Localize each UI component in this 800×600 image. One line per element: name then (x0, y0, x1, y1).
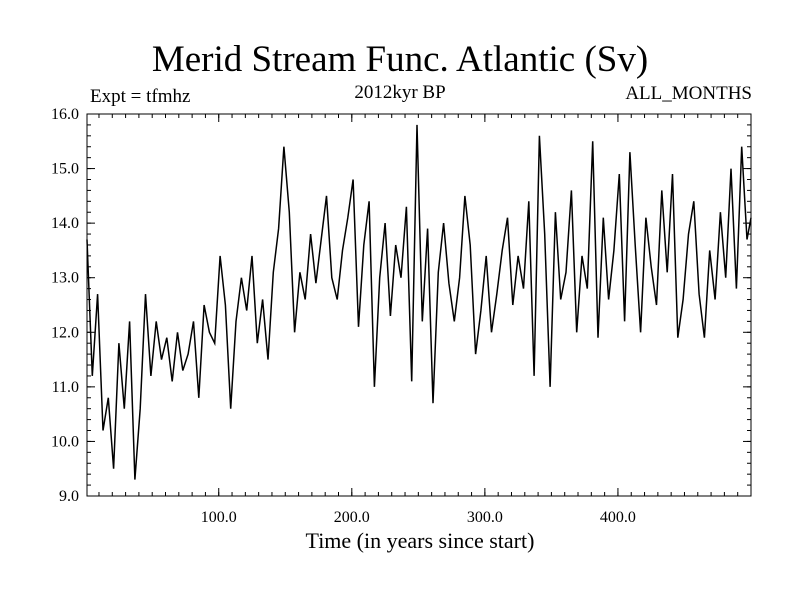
tick-labels: 9.0 10.0 11.0 12.0 13.0 14.0 15.0 16.0 100.0 200.… (51, 106, 636, 526)
x-tick-label: 100.0 (201, 509, 237, 526)
chart-title: Merid Stream Func. Atlantic (Sv) (151, 39, 649, 80)
season-label: ALL_MONTHS (625, 83, 752, 104)
y-tick-label: 15.0 (51, 161, 79, 178)
series-line-amoc (86, 124, 752, 480)
y-tick-label: 16.0 (51, 106, 79, 123)
x-axis-label: Time (in years since start) (305, 528, 535, 553)
x-tick-label: 400.0 (600, 509, 636, 526)
y-tick-label: 9.0 (59, 488, 79, 505)
plot-frame (86, 113, 752, 497)
experiment-label: Expt = tfmhz (90, 86, 191, 107)
chart-subtitle: 2012kyr BP (354, 82, 446, 103)
y-tick-label: 13.0 (51, 270, 79, 287)
y-tick-label: 11.0 (52, 379, 79, 396)
x-tick-label: 200.0 (334, 509, 370, 526)
y-tick-label: 12.0 (51, 324, 79, 341)
y-tick-label: 10.0 (51, 433, 79, 450)
axis-ticks (87, 113, 751, 497)
y-tick-label: 14.0 (51, 215, 79, 232)
x-tick-label: 300.0 (467, 509, 503, 526)
